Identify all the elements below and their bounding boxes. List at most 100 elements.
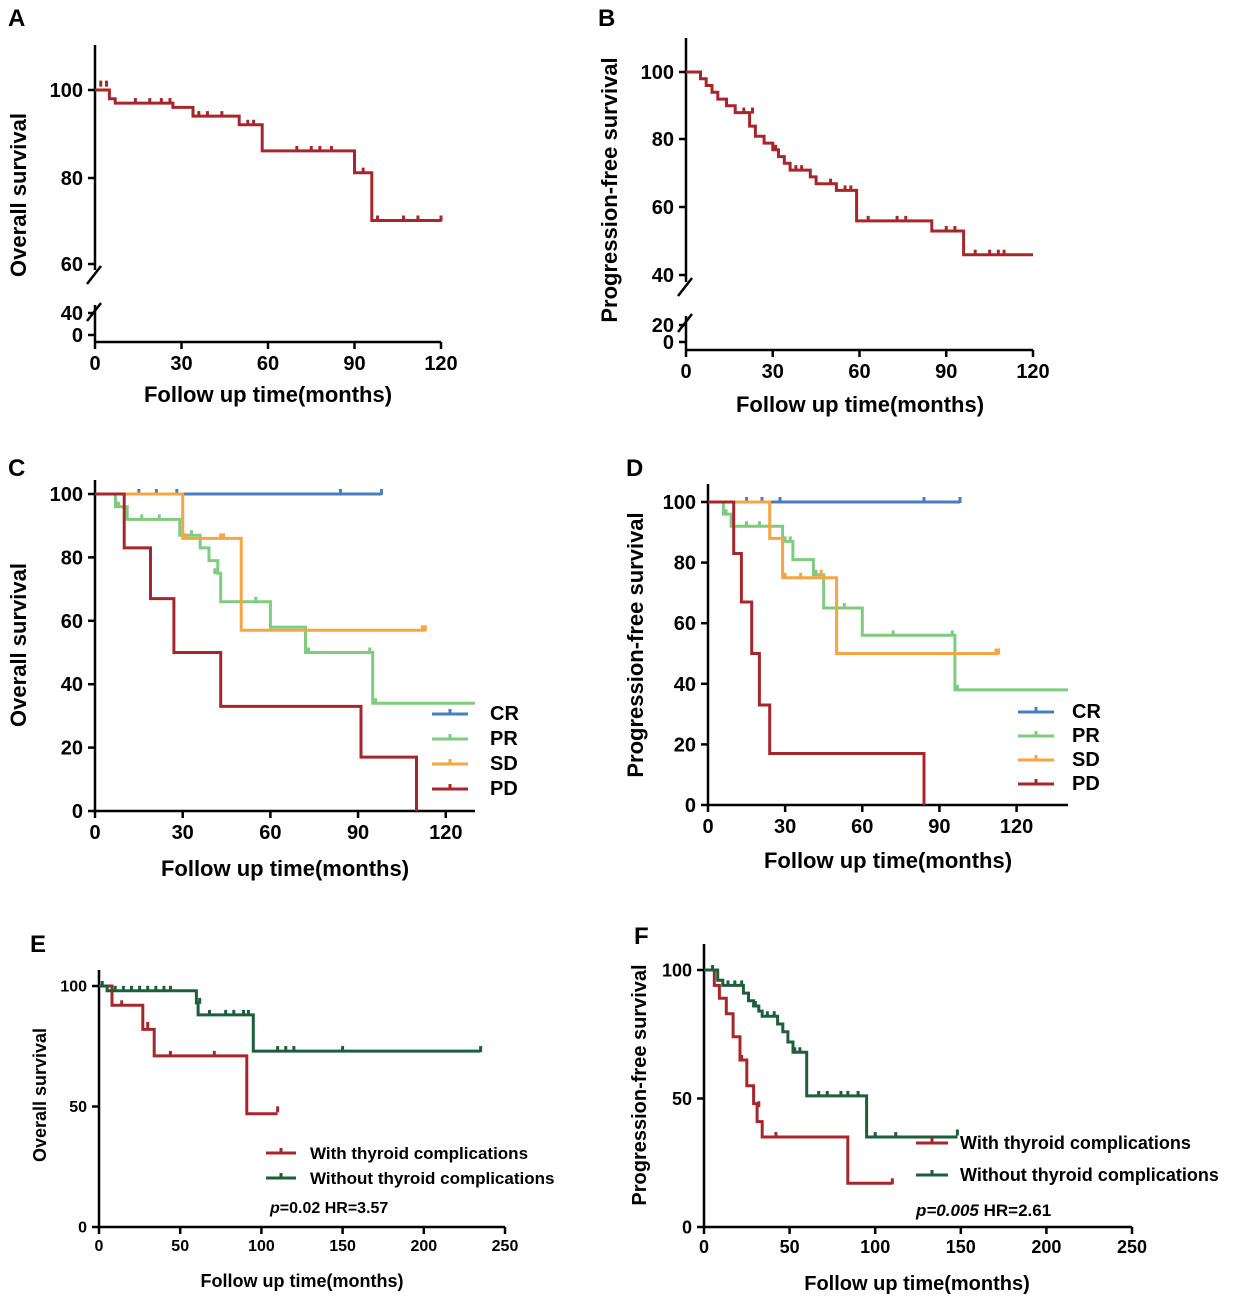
y-tick-label: 80 — [61, 547, 83, 569]
p-value-rest: =0.02 HR=3.57 — [280, 1200, 389, 1217]
legend-e: With thyroid complications Without thyroi… — [266, 1144, 554, 1188]
survival-curve-pd — [95, 492, 418, 811]
legend-label: PD — [1072, 773, 1100, 795]
x-tick-label: 50 — [171, 1238, 189, 1255]
x-tick-label: 0 — [89, 353, 100, 375]
y-tick-label: 100 — [50, 80, 83, 102]
x-axis-label: Follow up time(months) — [736, 392, 984, 417]
legend-label: CR — [1072, 701, 1101, 723]
x-tick-label: 90 — [935, 361, 957, 383]
panel-label-d: D — [626, 455, 643, 482]
x-tick-label: 0 — [702, 816, 713, 838]
panel-c: 0 20 40 60 80 100 0 30 60 90 120 Follow up time(mon… — [6, 480, 519, 881]
survival-curve-sd — [95, 492, 426, 632]
legend-label: Without thyroid complications — [310, 1169, 554, 1188]
axis-break-mark — [86, 265, 102, 285]
panel-label-f: F — [634, 923, 649, 950]
y-tick-label: 100 — [662, 960, 692, 980]
x-tick-label: 30 — [762, 361, 784, 383]
x-tick-label: 100 — [860, 1237, 890, 1257]
legend-label: PR — [1072, 725, 1100, 747]
panel-label-b: B — [598, 5, 615, 32]
p-value-rest: HR=2.61 — [979, 1201, 1051, 1220]
axis-break-mark — [677, 277, 693, 297]
x-tick-label: 0 — [680, 361, 691, 383]
x-tick-label: 60 — [851, 816, 873, 838]
panel-label-a: A — [8, 5, 25, 32]
y-tick-label: 60 — [61, 611, 83, 633]
y-tick-label: 40 — [674, 674, 696, 696]
axes-e: 0 50 100 0 50 100 150 200 250 — [60, 970, 518, 1255]
y-tick-label: 0 — [682, 1217, 692, 1237]
y-tick-label: 100 — [641, 62, 674, 84]
survival-curve-pfs — [686, 70, 1033, 257]
y-tick-label: 60 — [61, 254, 83, 276]
legend-label: With thyroid complications — [960, 1133, 1191, 1153]
x-tick-label: 0 — [95, 1238, 104, 1255]
y-tick-label: 0 — [72, 325, 83, 347]
y-tick-label: 60 — [652, 197, 674, 219]
legend-label: PR — [490, 728, 518, 750]
y-tick-label: 40 — [61, 303, 83, 325]
y-tick-label: 0 — [685, 795, 696, 817]
y-tick-label: 20 — [674, 734, 696, 756]
x-tick-label: 0 — [699, 1237, 709, 1257]
x-tick-label: 50 — [780, 1237, 800, 1257]
legend-label: SD — [490, 753, 518, 775]
x-tick-label: 120 — [1016, 361, 1049, 383]
y-tick-label: 20 — [61, 738, 83, 760]
y-tick-label: 20 — [652, 315, 674, 337]
y-tick-label: 40 — [652, 265, 674, 287]
y-tick-label: 80 — [652, 129, 674, 151]
x-tick-label: 90 — [347, 822, 369, 844]
legend-c: CR PR SD PD — [432, 703, 519, 800]
stats-annotation: p=0.005 HR=2.61 — [915, 1201, 1051, 1220]
y-axis-label: Overall survival — [6, 563, 31, 727]
p-value-label: p=0.005 — [915, 1201, 979, 1220]
x-axis-label: Follow up time(months) — [144, 382, 392, 407]
y-tick-label: 100 — [50, 484, 83, 506]
y-axis-label: Progression-free survival — [629, 964, 651, 1205]
survival-curve-with-thyroid-complications — [99, 984, 278, 1116]
y-axis-label: Progression-free survival — [597, 57, 622, 322]
x-tick-label: 150 — [946, 1237, 976, 1257]
y-axis-label: Overall survival — [30, 1028, 50, 1162]
stats-annotation: p=0.02 HR=3.57 — [269, 1200, 388, 1217]
y-tick-label: 80 — [674, 553, 696, 575]
y-tick-label: 0 — [72, 801, 83, 823]
x-tick-label: 60 — [259, 822, 281, 844]
legend-label: PD — [490, 778, 518, 800]
y-axis-label: Progression-free survival — [623, 512, 648, 777]
x-axis-label: Follow up time(months) — [764, 848, 1012, 873]
survival-curve-overall — [95, 88, 441, 222]
x-tick-label: 30 — [170, 353, 192, 375]
survival-curve-without-thyroid-complications — [704, 968, 958, 1139]
x-tick-label: 250 — [492, 1238, 519, 1255]
legend-label: With thyroid complications — [310, 1144, 528, 1163]
x-tick-label: 120 — [424, 353, 457, 375]
panel-e: 0 50 100 0 50 100 150 200 250 Follow up time(mont… — [30, 970, 554, 1291]
panel-f: 0 50 100 0 50 100 150 200 250 Follow up time(mont… — [629, 944, 1219, 1295]
x-tick-label: 120 — [429, 822, 462, 844]
x-tick-label: 250 — [1117, 1237, 1147, 1257]
x-axis-label: Follow up time(months) — [201, 1271, 404, 1291]
x-tick-label: 30 — [172, 822, 194, 844]
y-tick-label: 50 — [672, 1089, 692, 1109]
x-tick-label: 100 — [248, 1238, 275, 1255]
y-tick-label: 0 — [78, 1220, 87, 1237]
x-tick-label: 200 — [410, 1238, 437, 1255]
panel-label-e: E — [30, 931, 46, 958]
x-tick-label: 150 — [329, 1238, 356, 1255]
panel-label-c: C — [8, 455, 25, 482]
axis-break-mark — [677, 313, 693, 333]
x-tick-label: 90 — [928, 816, 950, 838]
x-tick-label: 30 — [774, 816, 796, 838]
y-tick-label: 60 — [674, 613, 696, 635]
x-tick-label: 90 — [343, 353, 365, 375]
y-tick-label: 50 — [69, 1099, 87, 1116]
y-tick-label: 100 — [60, 979, 87, 996]
